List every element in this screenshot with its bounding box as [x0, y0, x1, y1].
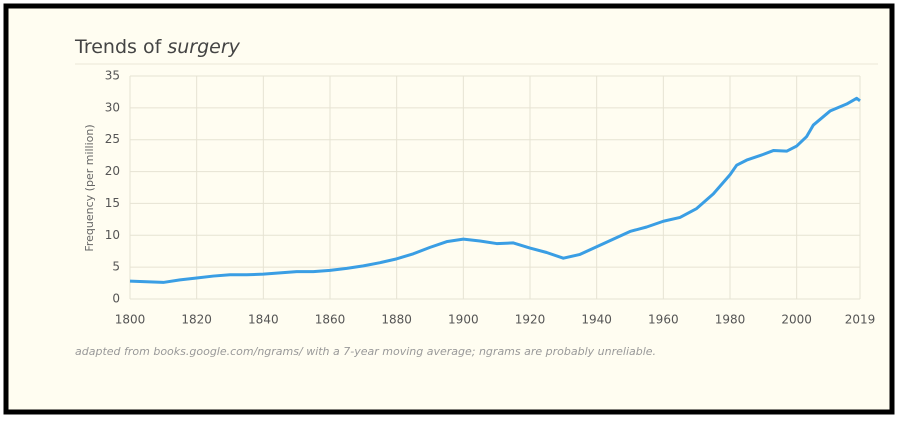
chart-title: Trends of surgery: [74, 36, 241, 58]
y-tick-label: 5: [112, 260, 120, 274]
x-tick-label: 1860: [315, 313, 346, 327]
x-tick-label: 2019: [845, 313, 876, 327]
x-tick-label: 2000: [781, 313, 812, 327]
title-text: Trends of: [74, 36, 163, 58]
y-tick-label: 35: [105, 69, 120, 83]
x-tick-label: 1940: [581, 313, 612, 327]
title-term: surgery: [167, 36, 240, 58]
y-axis-label: Frequency (per million): [83, 124, 96, 251]
x-tick-label: 1980: [715, 313, 746, 327]
x-tick-label: 1920: [515, 313, 546, 327]
frame: [3, 3, 895, 415]
x-tick-label: 1800: [115, 313, 146, 327]
footnote: adapted from books.google.com/ngrams/ wi…: [75, 345, 656, 358]
y-tick-label: 25: [105, 132, 120, 146]
y-tick-label: 10: [105, 228, 120, 242]
y-tick-label: 20: [105, 164, 120, 178]
x-tick-label: 1960: [648, 313, 679, 327]
x-tick-label: 1880: [381, 313, 412, 327]
data-line: [129, 96, 861, 284]
y-tick-label: 15: [105, 196, 120, 210]
x-tick-label: 1900: [448, 313, 479, 327]
x-tick-label: 1820: [181, 313, 212, 327]
y-tick-label: 0: [112, 292, 120, 306]
y-tick-label: 30: [105, 100, 120, 114]
x-tick-label: 1840: [248, 313, 279, 327]
